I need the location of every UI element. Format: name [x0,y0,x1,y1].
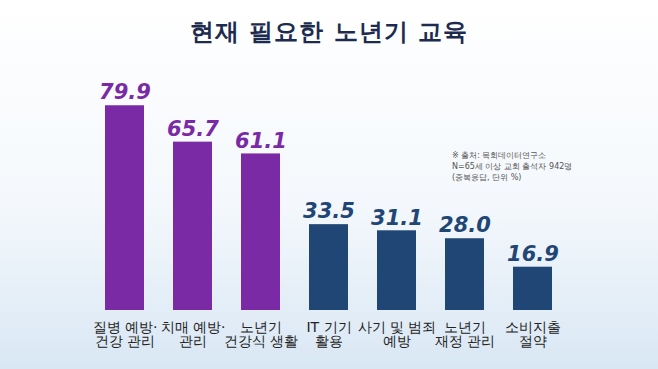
svg-text:치매 예방·관리: 치매 예방·관리 [161,319,226,349]
svg-text:65.7: 65.7 [167,117,219,141]
html-text:(중복응답, 단위 %): (중복응답, 단위 %) [452,173,522,182]
svg-text:노년기건강식 생활: 노년기건강식 생활 [224,319,298,349]
svg-text:노년기재정 관리: 노년기재정 관리 [435,319,495,349]
html-text:※ 출처: 목회데이터연구소: ※ 출처: 목회데이터연구소 [452,151,547,160]
svg-text:28.0: 28.0 [439,213,491,237]
html-text:N=65세 이상 교회 출석자 942명: N=65세 이상 교회 출석자 942명 [452,162,573,171]
svg-text:16.9: 16.9 [507,242,559,266]
svg-text:IT 기기활용: IT 기기활용 [306,319,351,349]
svg-text:소비지출절약: 소비지출절약 [505,319,561,349]
svg-text:79.9: 79.9 [99,80,151,104]
svg-text:61.1: 61.1 [235,129,287,153]
html-text:현재 필요한 노년기 교육: 현재 필요한 노년기 교육 [190,18,468,46]
svg-text:33.5: 33.5 [303,199,355,223]
svg-text:31.1: 31.1 [371,206,423,230]
svg-text:질병 예방·건강 관리: 질병 예방·건강 관리 [93,319,158,349]
svg-text:사기 및 범죄예방: 사기 및 범죄예방 [358,319,437,349]
